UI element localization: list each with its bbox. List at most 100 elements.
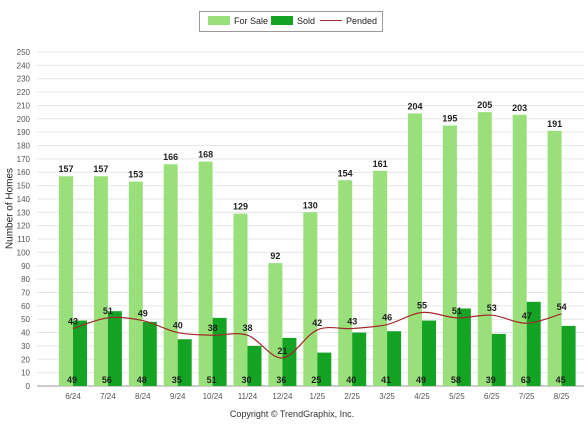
x-tick-label: 4/25 <box>414 392 430 401</box>
for-sale-bar <box>303 212 318 386</box>
pended-value-label: 49 <box>138 309 148 319</box>
y-tick-label: 150 <box>17 182 31 191</box>
sold-value-label: 58 <box>451 375 461 385</box>
for-sale-value-label: 157 <box>93 164 108 174</box>
sold-bar <box>352 332 367 386</box>
sold-value-label: 49 <box>416 375 426 385</box>
y-tick-label: 190 <box>17 128 31 137</box>
y-tick-label: 180 <box>17 142 31 151</box>
sold-bar <box>73 320 87 386</box>
for-sale-value-label: 168 <box>198 150 213 160</box>
for-sale-bar <box>59 176 73 386</box>
sold-value-label: 25 <box>311 375 321 385</box>
y-tick-label: 250 <box>17 48 31 57</box>
y-tick-label: 230 <box>17 75 31 84</box>
y-tick-label: 0 <box>26 382 31 391</box>
pended-value-label: 38 <box>242 323 252 333</box>
pended-value-label: 46 <box>382 313 392 323</box>
data-labels: 157 49 157 56 153 48 166 35 168 51 129 30 92 36 130 25 1… <box>58 100 566 385</box>
y-axis-label: Number of Homes <box>4 167 16 250</box>
pended-value-label: 42 <box>312 318 322 328</box>
y-tick-label: 130 <box>17 208 31 217</box>
y-tick-label: 40 <box>21 329 30 338</box>
x-tick-label: 9/24 <box>170 392 186 401</box>
sold-bar <box>107 311 122 386</box>
copyright: Copyright © TrendGraphix, Inc. <box>229 409 355 419</box>
sold-swatch <box>271 16 293 25</box>
x-tick-label: 8/25 <box>554 392 570 401</box>
x-tick-label: 12/24 <box>272 392 293 401</box>
pended-value-label: 53 <box>487 303 497 313</box>
y-tick-label: 20 <box>21 355 30 364</box>
x-tick-label: 3/25 <box>379 392 395 401</box>
sold-bar <box>142 321 157 386</box>
for-sale-bar <box>233 213 248 386</box>
for-sale-bar <box>128 181 143 386</box>
sold-value-label: 63 <box>521 375 531 385</box>
for-sale-value-label: 154 <box>338 168 353 178</box>
x-tick-label: 7/25 <box>519 392 535 401</box>
y-tick-label: 200 <box>17 115 31 124</box>
y-tick-label: 60 <box>21 302 30 311</box>
legend-label-sold: Sold <box>297 16 316 26</box>
for-sale-bar <box>93 176 108 386</box>
sold-value-label: 49 <box>67 375 77 385</box>
sold-bar <box>177 339 192 386</box>
pended-value-label: 47 <box>522 311 532 321</box>
y-tick-label: 160 <box>17 168 31 177</box>
x-tick-label: 7/24 <box>100 392 116 401</box>
legend: For Sale Sold Pended <box>199 11 383 32</box>
y-tick-label: 220 <box>17 88 31 97</box>
for-sale-bar <box>198 161 213 386</box>
for-sale-value-label: 161 <box>373 159 388 169</box>
pended-line <box>72 311 562 359</box>
legend-label-pended: Pended <box>346 16 378 26</box>
for-sale-value-label: 205 <box>477 100 492 110</box>
y-tick-label: 210 <box>17 101 31 110</box>
for-sale-value-label: 195 <box>442 113 457 123</box>
y-tick-label: 140 <box>17 195 31 204</box>
y-axis-ticks: 0 10 20 30 40 50 60 70 80 90 100 110 120 130 140 150 160… <box>17 48 31 391</box>
for-sale-bar <box>268 263 283 386</box>
for-sale-value-label: 153 <box>128 170 143 180</box>
sold-value-label: 51 <box>207 375 217 385</box>
sold-value-label: 36 <box>276 375 286 385</box>
x-tick-label: 2/25 <box>344 392 360 401</box>
sold-bar <box>387 331 402 386</box>
y-tick-label: 70 <box>21 288 30 297</box>
x-tick-label: 6/25 <box>484 392 500 401</box>
for-sale-bar <box>442 125 457 386</box>
pended-value-label: 43 <box>347 317 357 327</box>
legend-label-for-sale: For Sale <box>234 16 269 26</box>
y-tick-label: 10 <box>21 369 30 378</box>
for-sale-bar <box>338 180 353 386</box>
pended-value-label: 51 <box>452 306 462 316</box>
sold-value-label: 40 <box>346 375 356 385</box>
legend-item-sold: Sold <box>271 15 315 28</box>
pended-value-label: 40 <box>173 321 183 331</box>
y-tick-label: 120 <box>17 222 31 231</box>
x-tick-label: 6/24 <box>65 392 81 401</box>
x-tick-label: 1/25 <box>310 392 326 401</box>
sold-value-label: 48 <box>137 375 147 385</box>
y-tick-label: 80 <box>21 275 30 284</box>
y-tick-label: 110 <box>17 235 30 244</box>
bars <box>59 112 576 387</box>
sold-bar <box>247 345 262 386</box>
sold-value-label: 45 <box>556 375 566 385</box>
sold-value-label: 56 <box>102 375 112 385</box>
for-sale-value-label: 157 <box>58 164 73 174</box>
pended-value-label: 43 <box>68 317 78 327</box>
sold-bar <box>422 320 436 386</box>
pended-value-label: 21 <box>277 346 287 356</box>
pended-line-path <box>72 311 562 359</box>
sold-bar <box>561 325 576 386</box>
for-sale-value-label: 92 <box>270 251 280 261</box>
y-tick-label: 30 <box>21 342 30 351</box>
for-sale-bar <box>477 112 492 387</box>
y-tick-label: 100 <box>17 248 31 257</box>
for-sale-value-label: 130 <box>303 200 318 210</box>
pended-value-label: 51 <box>103 306 113 316</box>
for-sale-swatch <box>208 16 230 25</box>
sold-bar <box>491 333 506 386</box>
